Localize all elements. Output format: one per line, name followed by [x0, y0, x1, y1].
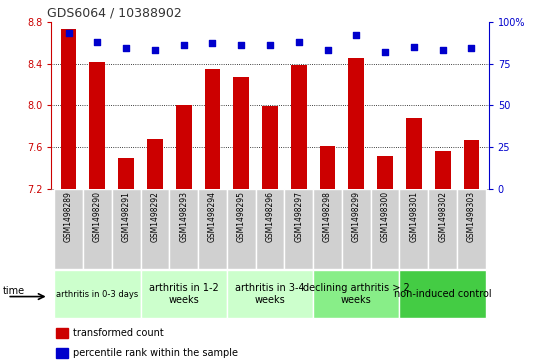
- Bar: [406, 118, 422, 189]
- Text: GSM1498293: GSM1498293: [179, 191, 188, 242]
- Text: GSM1498292: GSM1498292: [151, 191, 159, 242]
- Bar: [463, 140, 480, 189]
- Text: GSM1498290: GSM1498290: [93, 191, 102, 242]
- Text: arthritis in 3-4
weeks: arthritis in 3-4 weeks: [235, 283, 305, 305]
- Bar: [205, 69, 220, 189]
- Bar: [233, 77, 249, 189]
- Bar: [457, 189, 486, 269]
- Point: [266, 42, 274, 48]
- Text: transformed count: transformed count: [73, 328, 164, 338]
- Point: [93, 39, 102, 45]
- Bar: [313, 189, 342, 269]
- Text: GSM1498291: GSM1498291: [122, 191, 131, 242]
- Bar: [140, 270, 227, 318]
- Bar: [60, 29, 77, 189]
- Text: GDS6064 / 10388902: GDS6064 / 10388902: [47, 6, 181, 19]
- Bar: [56, 328, 68, 338]
- Text: time: time: [3, 286, 25, 297]
- Point: [237, 42, 246, 48]
- Text: GSM1498301: GSM1498301: [409, 191, 418, 242]
- Bar: [255, 189, 285, 269]
- Point: [179, 42, 188, 48]
- Bar: [342, 189, 371, 269]
- Bar: [140, 189, 169, 269]
- Point: [409, 44, 418, 50]
- Bar: [56, 348, 68, 358]
- Bar: [227, 270, 313, 318]
- Text: GSM1498300: GSM1498300: [381, 191, 389, 242]
- Text: GSM1498302: GSM1498302: [438, 191, 447, 242]
- Bar: [198, 189, 227, 269]
- Point: [64, 30, 73, 36]
- Text: GSM1498294: GSM1498294: [208, 191, 217, 242]
- Bar: [285, 189, 313, 269]
- Text: GSM1498299: GSM1498299: [352, 191, 361, 242]
- Text: non-induced control: non-induced control: [394, 289, 491, 299]
- Bar: [169, 189, 198, 269]
- Bar: [54, 270, 140, 318]
- Point: [323, 47, 332, 53]
- Text: GSM1498296: GSM1498296: [266, 191, 274, 242]
- Bar: [291, 65, 307, 189]
- Text: arthritis in 0-3 days: arthritis in 0-3 days: [56, 290, 138, 298]
- Bar: [313, 270, 400, 318]
- Bar: [371, 189, 400, 269]
- Bar: [83, 189, 112, 269]
- Text: percentile rank within the sample: percentile rank within the sample: [73, 348, 238, 358]
- Text: GSM1498289: GSM1498289: [64, 191, 73, 242]
- Text: GSM1498295: GSM1498295: [237, 191, 246, 242]
- Bar: [320, 146, 335, 189]
- Bar: [400, 189, 428, 269]
- Bar: [176, 105, 192, 189]
- Bar: [118, 159, 134, 189]
- Text: GSM1498298: GSM1498298: [323, 191, 332, 242]
- Text: declining arthritis > 2
weeks: declining arthritis > 2 weeks: [303, 283, 410, 305]
- Point: [151, 47, 159, 53]
- Point: [352, 32, 361, 38]
- Bar: [435, 151, 450, 189]
- Bar: [54, 189, 83, 269]
- Point: [294, 39, 303, 45]
- Point: [467, 46, 476, 52]
- Bar: [377, 156, 393, 189]
- Bar: [400, 270, 486, 318]
- Text: arthritis in 1-2
weeks: arthritis in 1-2 weeks: [149, 283, 219, 305]
- Bar: [147, 139, 163, 189]
- Text: GSM1498297: GSM1498297: [294, 191, 303, 242]
- Bar: [428, 189, 457, 269]
- Point: [438, 47, 447, 53]
- Bar: [262, 106, 278, 189]
- Point: [381, 49, 389, 55]
- Point: [208, 41, 217, 46]
- Point: [122, 46, 131, 52]
- Text: GSM1498303: GSM1498303: [467, 191, 476, 242]
- Bar: [227, 189, 255, 269]
- Bar: [112, 189, 140, 269]
- Bar: [90, 62, 105, 189]
- Bar: [348, 58, 364, 189]
